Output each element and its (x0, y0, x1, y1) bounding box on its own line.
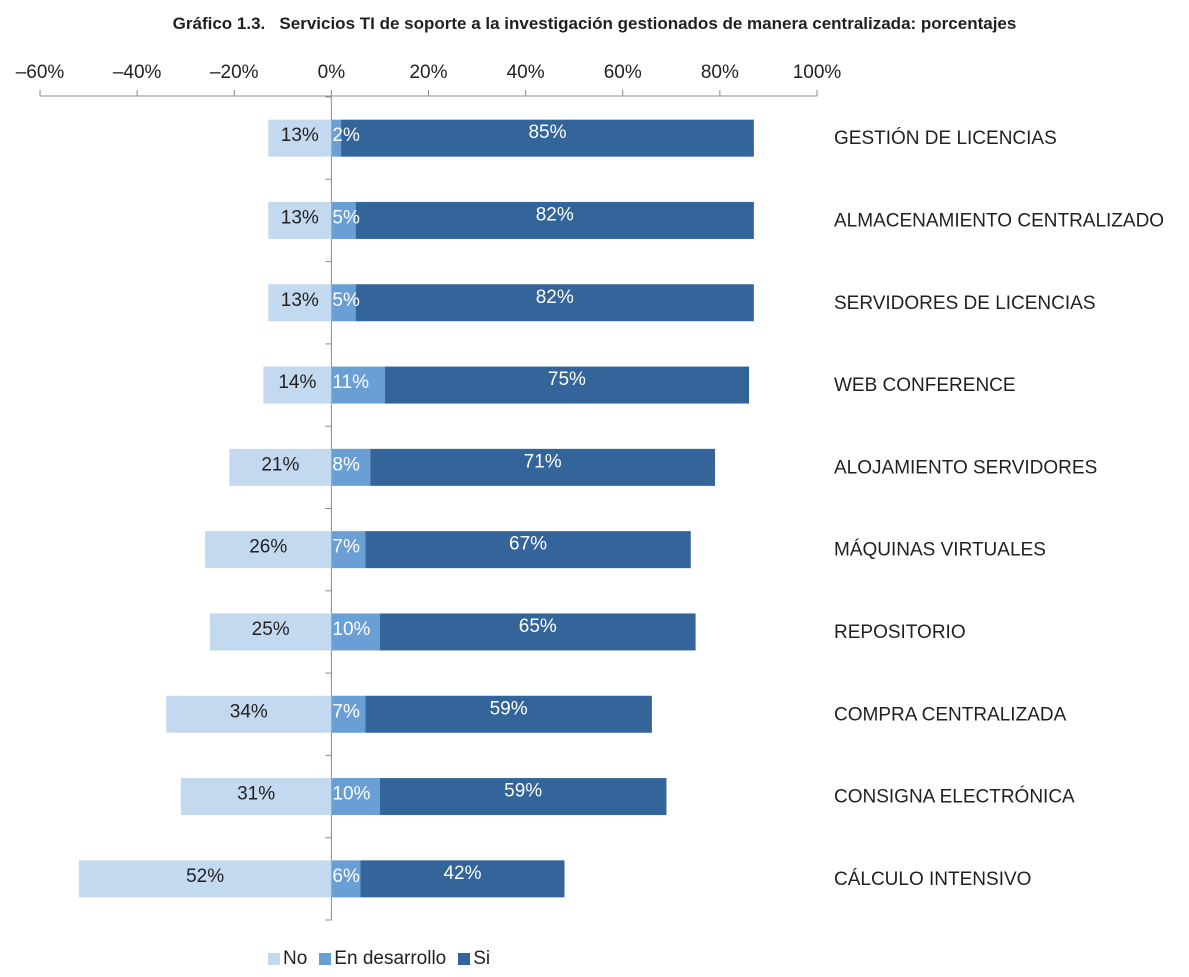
bar-no-servidores-de-licencias (268, 284, 332, 322)
bar-si-almacenamiento-centralizado (355, 201, 754, 239)
data-label-en-desarrollo: 6% (332, 866, 360, 887)
bar-si-gestion-de-licencias (341, 119, 754, 157)
bar-en-desarrollo-gestion-de-licencias (331, 119, 342, 157)
data-label-no: 13% (281, 290, 319, 311)
bar-si-servidores-de-licencias (355, 284, 754, 322)
legend-item-en-desarrollo: En desarrollo (319, 948, 446, 970)
bar-si-maquinas-virtuales (365, 531, 691, 569)
data-label-no: 31% (237, 784, 275, 805)
bar-no-repositorio (209, 613, 332, 651)
bar-no-compra-centralizada (166, 695, 332, 733)
legend-label-no: No (283, 948, 308, 969)
bar-si-web-conference (384, 366, 750, 404)
chart-canvas: –60% –40% –20% 0% 20% 40% 60% 80% 100% 13% 2% 85% GE… (16, 62, 1164, 921)
legend-item-si: Si (458, 948, 490, 970)
x-tick-label: 40% (507, 62, 545, 83)
data-label-en-desarrollo: 11% (332, 372, 369, 393)
bar-en-desarrollo-web-conference (331, 366, 385, 404)
bar-si-consigna-electronica (379, 778, 667, 816)
chart-title: Gráfico 1.3. Servicios TI de soporte a l… (172, 14, 1017, 33)
legend-swatch-no (268, 953, 280, 965)
legend-label-en-desarrollo: En desarrollo (334, 948, 447, 969)
data-label-no: 13% (281, 207, 319, 228)
data-label-no: 21% (261, 454, 299, 475)
x-tick-label: –40% (113, 62, 162, 83)
bar-no-gestion-de-licencias (268, 119, 332, 157)
category-label-repositorio: REPOSITORIO (834, 622, 966, 643)
category-label-maquinas-virtuales: MÁQUINAS VIRTUALES (834, 540, 1046, 561)
data-label-si: 85% (528, 122, 566, 143)
category-label-alojamiento-servidores: ALOJAMIENTO SERVIDORES (834, 457, 1097, 478)
data-label-en-desarrollo: 5% (332, 290, 360, 311)
data-label-no: 14% (278, 372, 316, 393)
data-label-no: 25% (252, 619, 290, 640)
data-label-en-desarrollo: 7% (332, 701, 360, 722)
x-tick-label: 20% (409, 62, 447, 83)
data-label-si: 65% (519, 616, 557, 637)
category-label-calculo-intensivo: CÁLCULO INTENSIVO (834, 869, 1031, 890)
bar-en-desarrollo-servidores-de-licencias (331, 284, 356, 322)
data-label-si: 71% (524, 451, 562, 472)
data-label-en-desarrollo: 10% (332, 619, 370, 640)
legend-swatch-en-desarrollo (319, 953, 332, 965)
bar-no-maquinas-virtuales (205, 531, 332, 569)
bar-si-repositorio (379, 613, 696, 651)
x-tick-label: 100% (793, 62, 842, 83)
bar-en-desarrollo-almacenamiento-centralizado (331, 201, 356, 239)
category-label-almacenamiento-centralizado: ALMACENAMIENTO CENTRALIZADO (834, 210, 1164, 231)
legend-swatch-si (458, 953, 471, 965)
data-label-en-desarrollo: 2% (332, 125, 360, 146)
bar-no-alojamiento-servidores (229, 448, 332, 486)
bar-no-web-conference (263, 366, 332, 404)
category-label-compra-centralizada: COMPRA CENTRALIZADA (834, 704, 1067, 725)
bar-en-desarrollo-repositorio (331, 613, 380, 651)
data-label-no: 34% (230, 701, 268, 722)
bar-no-almacenamiento-centralizado (268, 201, 332, 239)
category-label-gestion-de-licencias: GESTIÓN DE LICENCIAS (834, 127, 1057, 149)
legend: No En desarrollo Si (268, 944, 502, 974)
bar-si-calculo-intensivo (360, 860, 565, 898)
data-label-en-desarrollo: 10% (332, 784, 370, 805)
legend-item-no: No (268, 948, 307, 970)
data-label-si: 59% (490, 698, 528, 719)
data-label-en-desarrollo: 5% (332, 207, 360, 228)
x-tick-label: 60% (604, 62, 642, 83)
data-label-si: 82% (536, 204, 574, 225)
data-label-en-desarrollo: 7% (332, 537, 360, 558)
bar-no-calculo-intensivo (78, 860, 332, 898)
bar-en-desarrollo-calculo-intensivo (331, 860, 361, 898)
category-label-web-conference: WEB CONFERENCE (834, 375, 1016, 396)
bar-si-compra-centralizada (365, 695, 652, 733)
x-tick-label: –20% (210, 62, 259, 83)
legend-label-si: Si (473, 948, 491, 969)
data-label-si: 42% (443, 863, 481, 884)
bar-en-desarrollo-compra-centralizada (331, 695, 366, 733)
data-label-si: 59% (504, 781, 542, 802)
x-tick-label: –60% (16, 62, 65, 83)
data-label-no: 13% (281, 125, 319, 146)
bar-no-consigna-electronica (180, 778, 332, 816)
data-label-si: 75% (548, 369, 586, 390)
data-label-si: 67% (509, 534, 547, 555)
x-tick-label: 0% (318, 62, 346, 83)
data-label-en-desarrollo: 8% (332, 454, 360, 475)
data-label-no: 52% (186, 866, 224, 887)
data-label-no: 26% (249, 537, 287, 558)
bar-en-desarrollo-maquinas-virtuales (331, 531, 366, 569)
bar-en-desarrollo-alojamiento-servidores (331, 448, 371, 486)
data-label-si: 82% (536, 287, 574, 308)
x-tick-label: 80% (701, 62, 739, 83)
category-label-servidores-de-licencias: SERVIDORES DE LICENCIAS (834, 293, 1096, 314)
bar-en-desarrollo-consigna-electronica (331, 778, 380, 816)
bar-si-alojamiento-servidores (370, 448, 716, 486)
category-label-consigna-electronica: CONSIGNA ELECTRÓNICA (834, 786, 1075, 808)
